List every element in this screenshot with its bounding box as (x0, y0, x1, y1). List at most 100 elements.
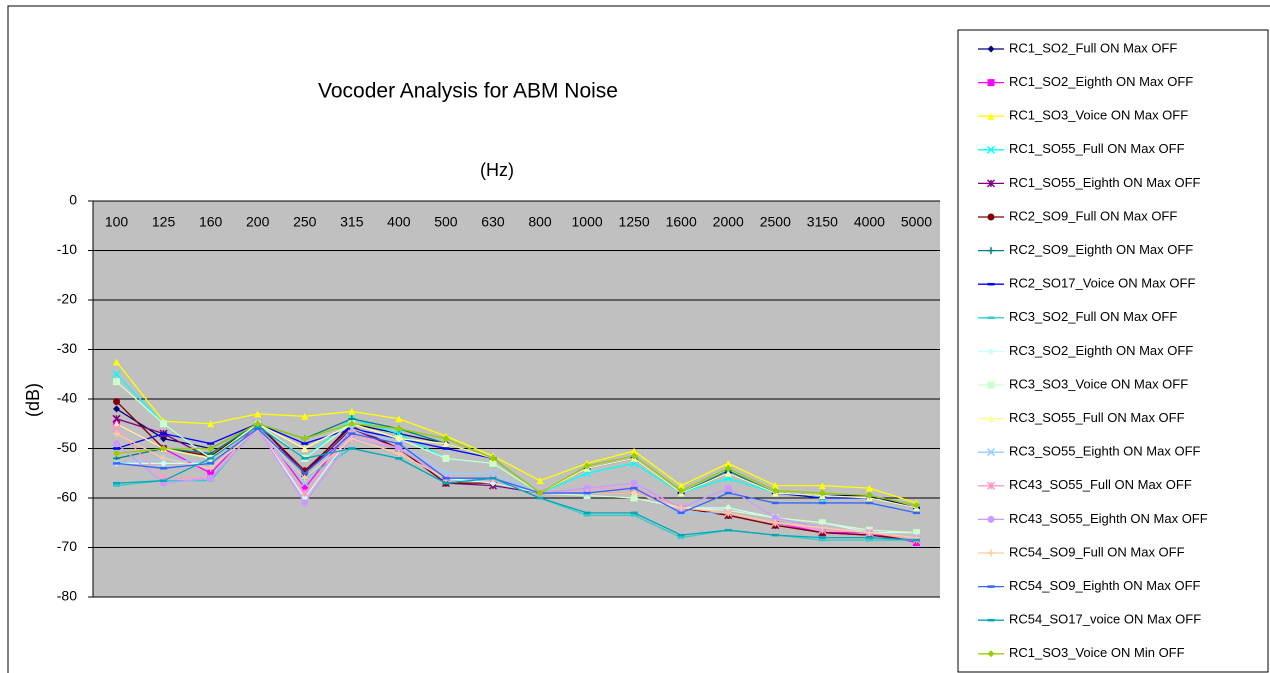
y-tick-label: -40 (57, 390, 77, 406)
data-point (818, 519, 826, 527)
data-point (113, 405, 121, 413)
x-tick-label: 1000 (572, 214, 603, 230)
y-tick-label: -80 (57, 588, 77, 604)
legend-marker (987, 650, 995, 658)
x-tick-label: 630 (481, 214, 505, 230)
data-point (160, 445, 168, 452)
data-point (865, 529, 873, 537)
data-point (160, 420, 168, 428)
legend-label: RC3_SO3_Voice ON Max OFF (1009, 376, 1188, 391)
data-point (818, 524, 826, 532)
data-point (771, 514, 779, 522)
data-point (395, 415, 403, 423)
data-point (677, 482, 685, 490)
data-point (724, 484, 732, 492)
data-point (301, 484, 309, 492)
legend-label: RC1_SO3_Voice ON Min OFF (1009, 645, 1185, 660)
data-point (489, 454, 497, 462)
legend-label: RC54_SO9_Eighth ON Max OFF (1009, 578, 1201, 593)
data-point (630, 452, 638, 460)
legend-marker (986, 481, 996, 490)
data-point (818, 489, 826, 497)
data-point (536, 477, 544, 485)
legend-label: RC3_SO2_Eighth ON Max OFF (1009, 343, 1193, 358)
data-point (724, 464, 732, 472)
data-point (442, 454, 450, 462)
data-point (677, 504, 685, 512)
legend-label: RC1_SO55_Eighth ON Max OFF (1009, 175, 1201, 190)
x-tick-label: 1600 (666, 214, 697, 230)
y-tick-label: 0 (69, 192, 77, 208)
data-point (771, 519, 779, 527)
data-point (300, 489, 309, 498)
data-point (112, 370, 121, 379)
data-point (442, 440, 450, 448)
data-point (630, 447, 638, 455)
x-tick-label: 100 (105, 214, 129, 230)
y-tick-label: -50 (57, 439, 77, 455)
series-line (116, 361, 917, 504)
legend-label: RC2_SO9_Full ON Max OFF (1009, 208, 1177, 223)
data-point (254, 410, 262, 418)
y-tick-label: -60 (57, 489, 77, 505)
legend-marker (987, 247, 995, 255)
legend-marker (987, 112, 995, 120)
data-point (348, 435, 356, 443)
legend-label: RC3_SO55_Eighth ON Max OFF (1009, 444, 1201, 459)
data-point (113, 358, 121, 366)
data-point (536, 489, 544, 497)
x-tick-label: 125 (152, 214, 176, 230)
data-point (348, 407, 356, 415)
legend-label: RC1_SO3_Voice ON Max OFF (1009, 108, 1188, 123)
data-point (300, 479, 309, 488)
data-point (113, 440, 121, 448)
data-point (724, 509, 732, 517)
legend-marker (986, 145, 996, 154)
data-point (301, 474, 309, 482)
x-tick-label: 5000 (901, 214, 932, 230)
data-point (113, 449, 121, 457)
legend-marker (986, 448, 996, 457)
y-tick-label: -70 (57, 538, 77, 554)
y-axis-label: (dB) (23, 383, 43, 417)
data-point (865, 492, 873, 500)
data-point (630, 494, 638, 502)
data-point (912, 501, 920, 509)
x-tick-label: 3150 (807, 214, 838, 230)
data-point (489, 459, 497, 467)
data-point (160, 454, 168, 462)
data-point (583, 484, 591, 492)
data-point (865, 484, 873, 492)
legend-label: RC3_SO55_Full ON Max OFF (1009, 410, 1185, 425)
data-point (395, 449, 403, 457)
x-tick-label: 4000 (854, 214, 885, 230)
data-point (583, 462, 591, 470)
data-point (160, 459, 168, 467)
legend-marker (987, 79, 995, 87)
legend-label: RC1_SO2_Eighth ON Max OFF (1009, 74, 1193, 89)
data-point (207, 469, 215, 477)
x-tick-label: 250 (293, 214, 317, 230)
data-point (207, 464, 215, 472)
data-point (113, 430, 121, 438)
series-line (116, 425, 917, 541)
data-point (771, 487, 779, 495)
legend-marker (987, 549, 995, 557)
data-point (395, 435, 403, 443)
x-tick-label: 160 (199, 214, 223, 230)
legend-marker (986, 179, 996, 188)
data-point (113, 378, 121, 386)
data-point (348, 420, 356, 428)
x-tick-label: 400 (387, 214, 411, 230)
x-tick-label: 1250 (619, 214, 650, 230)
data-point (489, 479, 497, 487)
data-point (818, 482, 826, 490)
data-point (395, 445, 403, 452)
legend-marker (987, 213, 995, 221)
x-tick-label: 800 (528, 214, 552, 230)
data-point (113, 420, 121, 428)
legend-label: RC54_SO17_voice ON Max OFF (1009, 612, 1201, 627)
x-tick-label: 315 (340, 214, 364, 230)
legend-label: RC43_SO55_Full ON Max OFF (1009, 477, 1192, 492)
legend-label: RC1_SO2_Full ON Max OFF (1009, 40, 1177, 55)
